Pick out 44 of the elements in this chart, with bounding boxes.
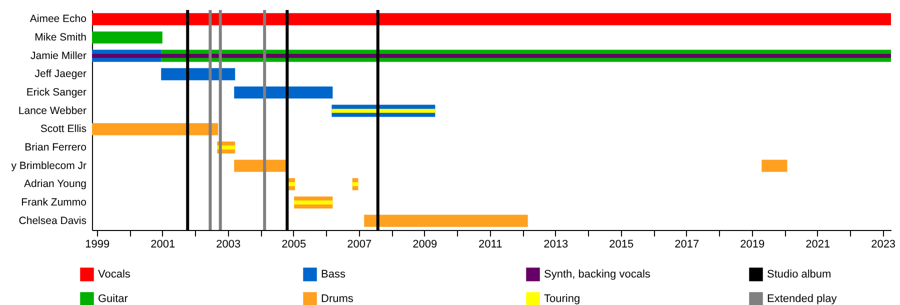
x-tick-label: 2009 bbox=[412, 238, 438, 250]
bar bbox=[352, 182, 358, 186]
y-tick-label: Adrian Young bbox=[24, 178, 87, 190]
legend-label: Drums bbox=[321, 293, 354, 305]
bar bbox=[92, 31, 162, 44]
y-tick-label: Jamie Miller bbox=[30, 50, 87, 62]
y-tick-label: Aimee Echo bbox=[30, 13, 87, 26]
y-tick-label: Frank Zummo bbox=[21, 196, 87, 208]
bar bbox=[364, 214, 528, 227]
x-tick-label: 2015 bbox=[609, 238, 634, 250]
x-tick-label: 1999 bbox=[85, 238, 110, 250]
bar bbox=[288, 182, 296, 186]
bar bbox=[92, 123, 218, 136]
bar bbox=[92, 54, 891, 58]
bar bbox=[234, 86, 333, 99]
x-tick-label: 2023 bbox=[871, 238, 896, 250]
legend-label: Studio album bbox=[767, 268, 832, 280]
y-tick-label: y Brimblecom Jr bbox=[11, 160, 87, 172]
legend-label: Synth, backing vocals bbox=[544, 268, 651, 280]
y-tick-label: Jeff Jaeger bbox=[34, 68, 87, 80]
y-tick-label: Erick Sanger bbox=[26, 86, 87, 98]
x-tick-label: 2007 bbox=[347, 238, 372, 250]
y-tick-label: Brian Ferrero bbox=[24, 142, 87, 154]
x-tick-label: 2021 bbox=[806, 238, 830, 250]
y-tick-label: Lance Webber bbox=[18, 104, 87, 117]
x-tick-label: 2005 bbox=[282, 238, 306, 250]
x-tick-label: 2019 bbox=[740, 238, 765, 250]
legend-label: Touring bbox=[544, 293, 580, 305]
bar bbox=[332, 108, 436, 113]
y-tick-label: Mike Smith bbox=[34, 32, 87, 44]
bar bbox=[92, 13, 891, 26]
legend-label: Bass bbox=[321, 268, 346, 280]
x-tick-label: 2017 bbox=[674, 238, 700, 250]
y-tick-label: Chelsea Davis bbox=[18, 214, 86, 227]
x-tick-label: 2013 bbox=[544, 238, 568, 250]
legend-label: Guitar bbox=[98, 293, 128, 305]
x-tick-label: 2001 bbox=[150, 238, 176, 250]
x-tick-label: 2011 bbox=[478, 238, 502, 250]
legend-label: Extended play bbox=[767, 293, 838, 305]
bar bbox=[294, 200, 333, 205]
y-tick-label: Scott Ellis bbox=[40, 123, 86, 136]
bar bbox=[762, 160, 788, 172]
x-tick-label: 2003 bbox=[216, 238, 241, 250]
legend-label: Vocals bbox=[98, 268, 131, 280]
